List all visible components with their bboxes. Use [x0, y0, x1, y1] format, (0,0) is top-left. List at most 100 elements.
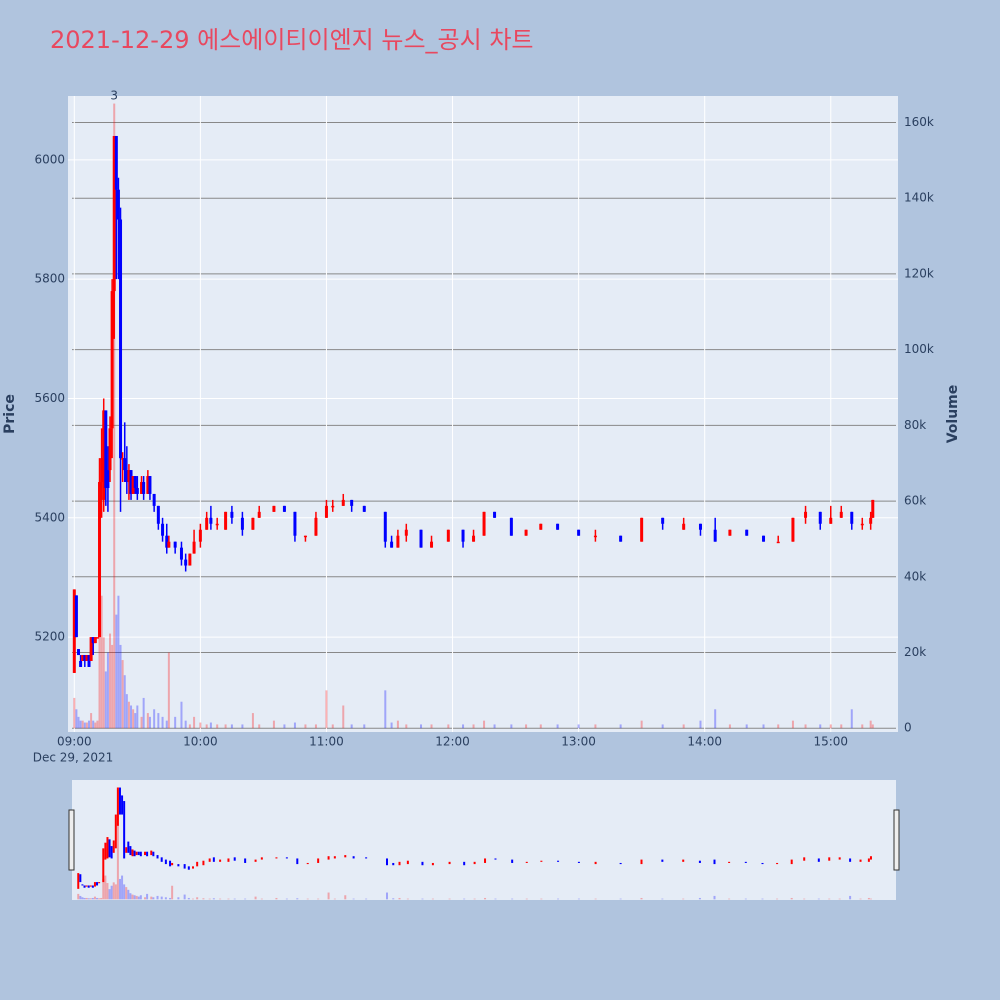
- slider-volume-bar: [219, 898, 222, 900]
- volume-bar: [829, 724, 832, 729]
- slider-volume-bar: [104, 875, 107, 900]
- slider-volume-bar: [202, 898, 205, 900]
- slider-volume-bar: [365, 898, 368, 900]
- candle-body: [142, 482, 146, 494]
- volume-bar: [405, 724, 408, 729]
- candle-body: [661, 517, 665, 524]
- slider-volume-bar: [89, 898, 92, 900]
- candle-body: [121, 458, 125, 460]
- candle-body: [829, 517, 833, 524]
- candle-body: [215, 523, 219, 526]
- volume-bar: [314, 724, 317, 729]
- volume-bar: [94, 722, 97, 729]
- slider-volume-bar: [577, 898, 580, 900]
- y2-tick-label: 60k: [904, 494, 926, 508]
- candle-body: [396, 535, 400, 548]
- candle-body: [324, 505, 328, 518]
- slider-volume-bar: [698, 897, 701, 900]
- volume-bar: [199, 722, 202, 729]
- candle-body: [179, 547, 183, 560]
- volume-bar: [148, 716, 151, 729]
- candle-body: [205, 517, 209, 530]
- x-tick-label: 10:00: [183, 735, 218, 749]
- y2-tick-label: 40k: [904, 569, 926, 583]
- y-tick-label: 6000: [34, 152, 65, 166]
- volume-bar: [819, 724, 822, 729]
- candle-body: [72, 589, 76, 673]
- slider-volume-bar: [187, 897, 190, 900]
- slider-volume-bar: [406, 898, 409, 900]
- candle-body: [98, 482, 102, 638]
- slider-volume-bar: [114, 884, 117, 900]
- volume-bar: [762, 724, 765, 729]
- slider-volume-bar: [728, 898, 731, 900]
- slider-volume-bar: [208, 898, 211, 900]
- chart-title: 2021-12-29 에스에이티이엔지 뉴스_공시 차트: [50, 26, 533, 54]
- volume-bar: [272, 720, 275, 729]
- candle-body: [198, 529, 202, 542]
- slider-volume-bar: [160, 896, 163, 900]
- candle-body: [133, 476, 137, 488]
- volume-bar: [791, 720, 794, 729]
- volume-bar: [350, 724, 353, 729]
- candle-body: [148, 476, 152, 494]
- volume-bar: [331, 724, 334, 729]
- volume-bar: [493, 724, 496, 729]
- candle-body: [140, 482, 144, 494]
- volume-bar: [363, 724, 366, 729]
- slider-handle[interactable]: [893, 809, 900, 871]
- slider-volume-bar: [137, 896, 140, 900]
- slider-volume-bar: [100, 897, 103, 900]
- x-tick-label: 11:00: [309, 735, 344, 749]
- y-tick-label: 5200: [34, 630, 65, 644]
- slider-volume-bar: [227, 898, 230, 900]
- candle-body: [472, 535, 476, 542]
- candle-body: [728, 529, 732, 536]
- slider-volume-bar: [661, 898, 664, 900]
- candle-body: [871, 499, 875, 518]
- slider-volume-bar: [540, 898, 543, 900]
- slider-volume-bar: [244, 898, 247, 900]
- volume-bar: [840, 724, 843, 729]
- candle-body: [146, 476, 150, 494]
- volume-bar: [111, 644, 114, 729]
- slider-volume-bar: [385, 892, 388, 900]
- volume-bar: [728, 724, 731, 729]
- slider-volume-bar: [254, 896, 257, 900]
- candle-body: [619, 535, 623, 542]
- slider-volume-bar: [275, 897, 278, 900]
- volume-bar: [258, 724, 261, 729]
- volume-bar: [165, 720, 168, 729]
- slider-volume-bar: [110, 885, 113, 900]
- slider-volume-bar: [682, 898, 685, 900]
- slider-volume-bar: [828, 898, 831, 900]
- candle-body: [461, 529, 465, 542]
- volume-bar: [714, 709, 717, 729]
- y2-axis-title: Volume: [945, 385, 961, 444]
- candle-body: [577, 529, 581, 536]
- volume-bar: [483, 720, 486, 729]
- slider-volume-bar: [421, 898, 424, 900]
- volume-bar: [132, 709, 135, 729]
- candle-body: [89, 637, 93, 662]
- slider-volume-bar: [713, 895, 716, 900]
- range-slider[interactable]: [72, 780, 896, 900]
- slider-volume-bar: [859, 898, 862, 900]
- slider-volume-bar: [91, 897, 94, 900]
- slider-handle[interactable]: [68, 809, 75, 871]
- candle-body: [100, 458, 104, 483]
- candle-body: [116, 189, 120, 220]
- candle-body: [230, 511, 234, 518]
- volume-bar: [682, 724, 685, 729]
- slider-volume-bar: [118, 878, 121, 900]
- slider-volume-bar: [473, 898, 476, 900]
- slider-volume-bar: [398, 897, 401, 900]
- candle-body: [593, 535, 597, 538]
- volume-bar: [115, 614, 118, 729]
- volume-bar: [283, 724, 286, 729]
- volume-bar: [556, 724, 559, 729]
- candle-body: [303, 535, 307, 538]
- volume-bar: [304, 724, 307, 729]
- candle-body: [81, 655, 85, 662]
